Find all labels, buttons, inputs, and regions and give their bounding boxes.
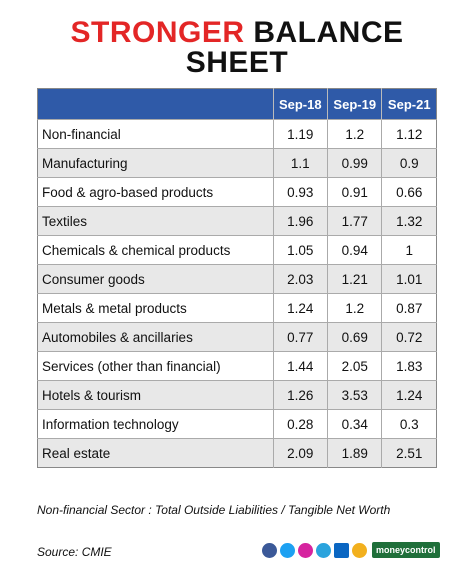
- title-text: BALANCE SHEET: [185, 16, 404, 79]
- cell-value: 0.9: [381, 148, 437, 178]
- table-row: Automobiles & ancillaries 0.77 0.69 0.72: [37, 322, 437, 352]
- table-row: Food & agro-based products 0.93 0.91 0.66: [37, 177, 437, 207]
- cell-value: 1.19: [272, 119, 328, 149]
- table-row: Chemicals & chemical products 1.05 0.94 1: [37, 235, 437, 265]
- cell-value: 1.24: [381, 380, 437, 410]
- row-label: Chemicals & chemical products: [37, 235, 274, 265]
- footnote: Non-financial Sector : Total Outside Lia…: [37, 503, 391, 517]
- row-label: Food & agro-based products: [37, 177, 274, 207]
- cell-value: 0.3: [381, 409, 437, 439]
- cell-value: 1.83: [381, 351, 437, 381]
- header-row: Sep-18 Sep-19 Sep-21: [37, 88, 437, 120]
- telegram-icon[interactable]: [316, 542, 331, 558]
- row-label: Textiles: [37, 206, 274, 236]
- table-row: Real estate 2.09 1.89 2.51: [37, 438, 437, 468]
- cell-value: 0.34: [327, 409, 382, 439]
- table-row: Non-financial 1.19 1.2 1.12: [37, 119, 437, 149]
- row-label: Real estate: [37, 438, 274, 468]
- row-label: Services (other than financial): [37, 351, 274, 381]
- cell-value: 0.99: [327, 148, 382, 178]
- koo-icon[interactable]: [352, 542, 367, 558]
- title: STRONGER BALANCE SHEET: [57, 18, 417, 78]
- row-label: Consumer goods: [37, 264, 274, 294]
- cell-value: 2.03: [272, 264, 328, 294]
- brand-logo: moneycontrol: [372, 542, 440, 558]
- cell-value: 1.77: [327, 206, 382, 236]
- column-header: Sep-21: [381, 88, 437, 120]
- table: Sep-18 Sep-19 Sep-21 Non-financial 1.19 1.2 1…: [37, 88, 437, 468]
- social-icons: moneycontrol: [262, 542, 440, 558]
- table-row: Services (other than financial) 1.44 2.05 1…: [37, 351, 437, 381]
- cell-value: 1.26: [272, 380, 328, 410]
- cell-value: 1.2: [327, 119, 382, 149]
- table-row: Hotels & tourism 1.26 3.53 1.24: [37, 380, 437, 410]
- cell-value: 1.05: [272, 235, 328, 265]
- table-row: Manufacturing 1.1 0.99 0.9: [37, 148, 437, 178]
- header-blank: [37, 88, 274, 120]
- cell-value: 3.53: [327, 380, 382, 410]
- cell-value: 2.05: [327, 351, 382, 381]
- cell-value: 1.2: [327, 293, 382, 323]
- cell-value: 2.09: [272, 438, 328, 468]
- table-row: Information technology 0.28 0.34 0.3: [37, 409, 437, 439]
- column-header: Sep-19: [327, 88, 382, 120]
- cell-value: 1.24: [272, 293, 328, 323]
- table-body: Non-financial 1.19 1.2 1.12 Manufacturing 1.1…: [37, 119, 437, 468]
- facebook-icon[interactable]: [262, 542, 277, 558]
- cell-value: 0.66: [381, 177, 437, 207]
- cell-value: 0.93: [272, 177, 328, 207]
- row-label: Metals & metal products: [37, 293, 274, 323]
- row-label: Information technology: [37, 409, 274, 439]
- linkedin-icon[interactable]: [334, 542, 349, 558]
- cell-value: 1: [381, 235, 437, 265]
- cell-value: 0.77: [272, 322, 328, 352]
- cell-value: 1.32: [381, 206, 437, 236]
- cell-value: 0.28: [272, 409, 328, 439]
- cell-value: 0.69: [327, 322, 382, 352]
- source: Source: CMIE: [37, 545, 112, 559]
- table-row: Metals & metal products 1.24 1.2 0.87: [37, 293, 437, 323]
- cell-value: 0.91: [327, 177, 382, 207]
- title-highlight: STRONGER: [70, 16, 245, 49]
- cell-value: 1.12: [381, 119, 437, 149]
- cell-value: 0.94: [327, 235, 382, 265]
- cell-value: 1.1: [272, 148, 328, 178]
- cell-value: 0.72: [381, 322, 437, 352]
- cell-value: 1.89: [327, 438, 382, 468]
- row-label: Hotels & tourism: [37, 380, 274, 410]
- cell-value: 2.51: [381, 438, 437, 468]
- row-label: Manufacturing: [37, 148, 274, 178]
- column-header: Sep-18: [272, 88, 328, 120]
- table-row: Consumer goods 2.03 1.21 1.01: [37, 264, 437, 294]
- row-label: Non-financial: [37, 119, 274, 149]
- row-label: Automobiles & ancillaries: [37, 322, 274, 352]
- table-row: Textiles 1.96 1.77 1.32: [37, 206, 437, 236]
- cell-value: 1.21: [327, 264, 382, 294]
- twitter-icon[interactable]: [280, 542, 295, 558]
- cell-value: 1.96: [272, 206, 328, 236]
- cell-value: 0.87: [381, 293, 437, 323]
- cell-value: 1.01: [381, 264, 437, 294]
- cell-value: 1.44: [272, 351, 328, 381]
- instagram-icon[interactable]: [298, 542, 313, 558]
